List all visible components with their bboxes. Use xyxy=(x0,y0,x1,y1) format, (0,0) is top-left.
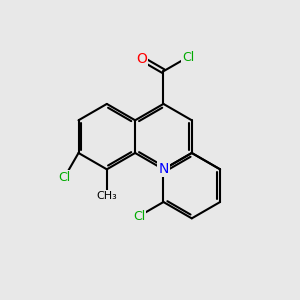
Text: N: N xyxy=(158,162,169,176)
Text: Cl: Cl xyxy=(133,210,145,223)
Text: Cl: Cl xyxy=(182,51,194,64)
Text: Cl: Cl xyxy=(58,171,70,184)
Text: CH₃: CH₃ xyxy=(96,191,117,201)
Text: O: O xyxy=(136,52,147,66)
